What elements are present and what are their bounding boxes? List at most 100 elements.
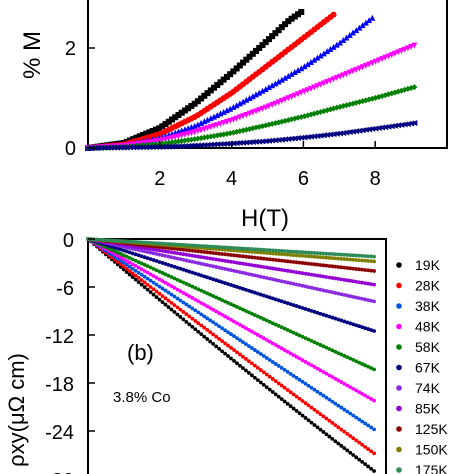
bottom-data-point [342,265,347,270]
bottom-data-point [163,241,168,246]
legend-item: 85K [396,401,441,417]
bottom-data-point [354,267,359,271]
top-data-point [256,89,263,96]
bottom-data-point [309,254,314,259]
top-data-point [243,56,250,63]
top-data-point [333,130,340,137]
top-data-point [188,142,195,149]
bottom-data-point [297,250,302,254]
bottom-data-point [330,315,335,320]
bottom-data-point [172,255,177,260]
top-data-point [324,48,331,55]
bottom-data-point [339,277,344,282]
bottom-data-point [244,249,248,254]
top-data-point [240,59,247,66]
top-data-point [356,65,363,72]
bottom-data-point [303,336,308,341]
top-data-point [382,54,389,61]
bottom-data-point [291,249,296,254]
bottom-data-point [148,272,153,277]
bottom-data-point [258,352,263,356]
bottom-data-point [357,280,362,285]
bottom-data-point [166,262,171,267]
bottom-data-point [199,273,204,278]
bottom-data-point [238,270,242,275]
top-data-point [133,144,140,151]
bottom-data-point [312,407,317,412]
bottom-data-point [199,255,204,259]
bottom-data-point [300,283,305,288]
bottom-data-point [124,239,129,244]
bottom-data-point [345,448,350,453]
bottom-data-point [330,421,335,425]
bottom-data-point [294,304,299,308]
bottom-data-point [360,258,365,263]
bottom-data-point [300,399,305,403]
bottom-data-point [247,247,251,251]
bottom-data-point [250,263,254,268]
bottom-data-point [238,261,242,266]
top-data-point [139,144,146,151]
bottom-data-point [232,348,236,352]
bottom-data-point [181,280,186,285]
bottom-data-point [372,367,376,372]
bottom-data-point [267,339,272,344]
bottom-data-point [291,330,296,335]
bottom-data-point [250,255,254,260]
top-data-point [130,144,137,151]
bottom-data-point [247,255,251,259]
bottom-data-point [139,254,144,259]
bottom-data-point [261,354,266,358]
bottom-data-point [348,411,353,416]
bottom-data-point [330,375,335,379]
bottom-data-point [142,246,147,250]
bottom-data-point [291,253,296,257]
bottom-data-point [115,253,120,258]
bottom-data-point [306,403,311,408]
bottom-data-point [324,263,329,268]
bottom-data-point [196,249,201,254]
bottom-data-point [360,459,365,464]
top-data-point [120,144,127,151]
bottom-data-point [258,292,263,297]
bottom-y-tick-label: -24 [45,422,74,444]
top-data-point [320,50,327,57]
bottom-data-point [291,353,296,358]
bottom-data-point [315,287,320,291]
bottom-data-point [190,248,195,253]
bottom-data-point [306,285,311,289]
bottom-data-point [330,348,335,353]
top-data-point [249,93,256,100]
top-data-point [349,29,356,36]
top-data-point [298,89,305,96]
top-data-point [227,117,234,124]
top-data-point [298,134,305,141]
bottom-data-point [333,376,338,381]
bottom-data-point [229,302,233,307]
bottom-series [86,237,376,473]
bottom-data-point [354,279,359,284]
bottom-data-point [157,252,162,257]
top-data-point [240,113,247,120]
bottom-data-point [357,258,362,263]
legend-label: 175K [415,462,448,474]
bottom-data-point [348,321,353,326]
legend-item: 58K [396,339,441,355]
top-data-point [379,124,386,131]
bottom-data-point [282,259,287,263]
top-data-point [214,112,221,118]
top-data-point [240,139,247,146]
top-data-point [101,144,108,151]
bottom-data-point [238,363,242,368]
top-y-tick-label: 0 [65,138,76,160]
bottom-data-point [169,284,174,289]
bottom-data-point [348,253,353,258]
bottom-data-point [178,247,183,252]
bottom-data-point [363,297,368,302]
bottom-data-point [244,357,248,361]
bottom-data-point [190,296,195,300]
bottom-data-point [121,257,126,262]
bottom-data-point [95,237,99,242]
bottom-data-point [324,289,329,293]
